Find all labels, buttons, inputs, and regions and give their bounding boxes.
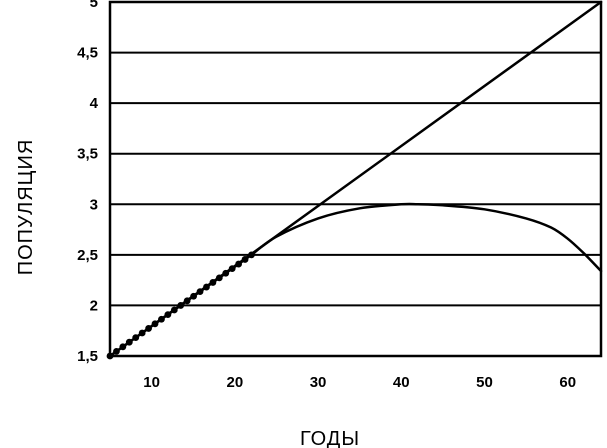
x-tick-label: 50 — [476, 374, 493, 391]
x-tick-label: 20 — [226, 374, 243, 391]
y-tick-label: 3 — [90, 196, 98, 213]
y-tick-labels: 1,5 2 2,5 3 3,5 4 4,5 5 — [77, 0, 99, 365]
x-tick-label: 30 — [310, 374, 327, 391]
x-tick-label: 60 — [559, 374, 576, 391]
y-tick-label: 5 — [90, 0, 98, 11]
x-tick-label: 10 — [143, 374, 160, 391]
plot-frame — [108, 0, 603, 358]
series-line-curve — [250, 202, 603, 273]
y-tick-label: 4,5 — [77, 45, 98, 62]
y-tick-label: 2 — [90, 297, 98, 314]
series-lines — [106, 0, 603, 360]
x-tick-label: 40 — [393, 374, 410, 391]
y-tick-label: 2,5 — [77, 247, 98, 264]
y-tick-label: 3,5 — [77, 146, 98, 163]
y-axis-title: ПОПУЛЯЦИЯ — [15, 139, 37, 276]
grid-lines — [110, 1, 601, 357]
series-line-straight — [108, 0, 603, 358]
y-tick-label: 1,5 — [77, 348, 98, 365]
x-axis-title: ГОДЫ — [300, 428, 360, 448]
plot-border — [108, 0, 603, 358]
x-tick-labels: 10 20 30 40 50 60 — [143, 374, 576, 391]
y-tick-label: 4 — [90, 95, 99, 112]
